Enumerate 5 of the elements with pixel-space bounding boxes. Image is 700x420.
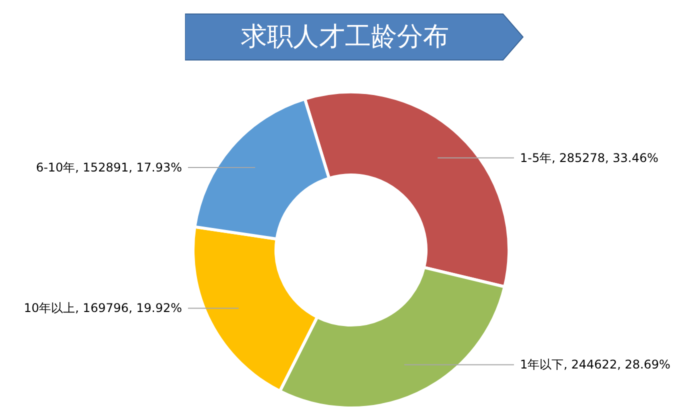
slice-label: 1-5年, 285278, 33.46% xyxy=(520,150,658,165)
slice-label: 6-10年, 152891, 17.93% xyxy=(36,160,182,174)
slice-label: 10年以上, 169796, 19.92% xyxy=(24,301,182,316)
chart-title: 求职人才工龄分布 xyxy=(240,21,450,54)
slice-label: 1年以下, 244622, 28.69% xyxy=(520,358,670,372)
